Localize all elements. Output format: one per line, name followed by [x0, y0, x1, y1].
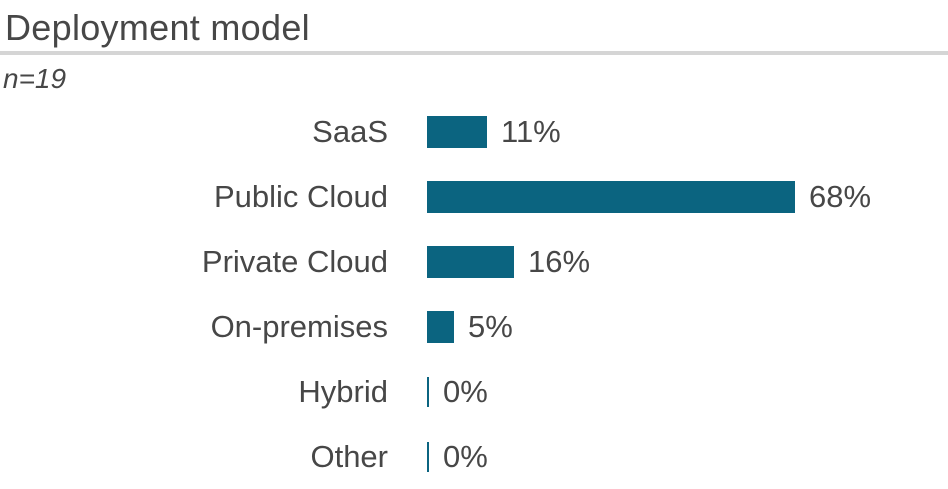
value-label: 0% [443, 373, 488, 409]
value-label: 16% [528, 243, 591, 279]
bar-hybrid [427, 376, 429, 407]
category-label: Hybrid [298, 373, 388, 409]
category-label: Public Cloud [213, 178, 388, 214]
bar-track: 0% [427, 374, 948, 410]
bar-row: On-premises 5% [0, 294, 948, 359]
category-label: Private Cloud [201, 243, 388, 279]
bar-row: Other 0% [0, 424, 948, 489]
bar-saas [427, 115, 487, 148]
bar-private-cloud [427, 245, 514, 278]
value-label: 68% [809, 178, 872, 214]
bar-row: Hybrid 0% [0, 359, 948, 424]
bar-track: 16% [427, 244, 948, 280]
bar-track: 0% [427, 439, 948, 475]
title-divider [0, 51, 948, 55]
bar-row: SaaS 11% [0, 99, 948, 164]
category-label: On-premises [210, 308, 388, 344]
category-label: Other [310, 438, 388, 474]
value-label: 11% [501, 113, 561, 149]
category-label: SaaS [312, 113, 388, 149]
value-label: 0% [443, 438, 488, 474]
bar-track: 11% [427, 114, 948, 150]
bar-other [427, 441, 429, 472]
bar-public-cloud [427, 180, 795, 213]
bar-on-premises [427, 310, 454, 343]
bar-track: 68% [427, 179, 948, 215]
value-label: 5% [468, 308, 513, 344]
bar-track: 5% [427, 309, 948, 345]
bar-chart-rows: SaaS 11% Public Cloud 68% Private Cloud 16% On… [0, 99, 948, 489]
bar-row: Public Cloud 68% [0, 164, 948, 229]
chart-title: Deployment model [5, 7, 310, 48]
bar-row: Private Cloud 16% [0, 229, 948, 294]
sample-size-label: n=19 [3, 63, 67, 94]
